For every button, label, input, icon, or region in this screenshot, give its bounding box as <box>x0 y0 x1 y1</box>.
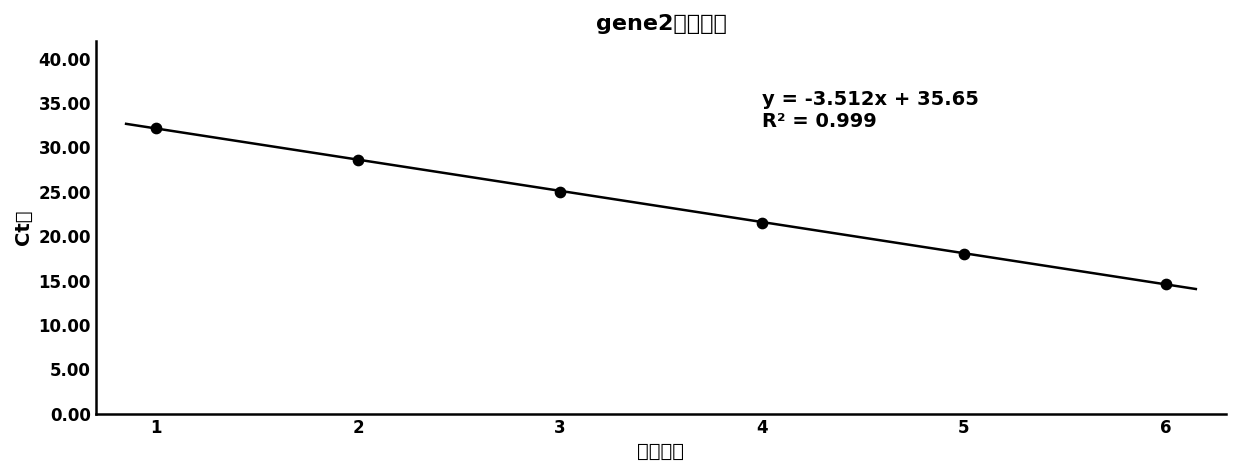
Title: gene2基因引物: gene2基因引物 <box>595 14 727 34</box>
Point <box>348 156 368 163</box>
Point <box>751 219 771 227</box>
Point <box>954 250 973 258</box>
Point <box>146 125 166 133</box>
Y-axis label: Ct值: Ct值 <box>14 209 33 245</box>
Text: y = -3.512x + 35.65
R² = 0.999: y = -3.512x + 35.65 R² = 0.999 <box>761 90 978 131</box>
X-axis label: 浓度梯度: 浓度梯度 <box>637 442 684 461</box>
Point <box>551 188 570 196</box>
Point <box>1156 280 1176 287</box>
